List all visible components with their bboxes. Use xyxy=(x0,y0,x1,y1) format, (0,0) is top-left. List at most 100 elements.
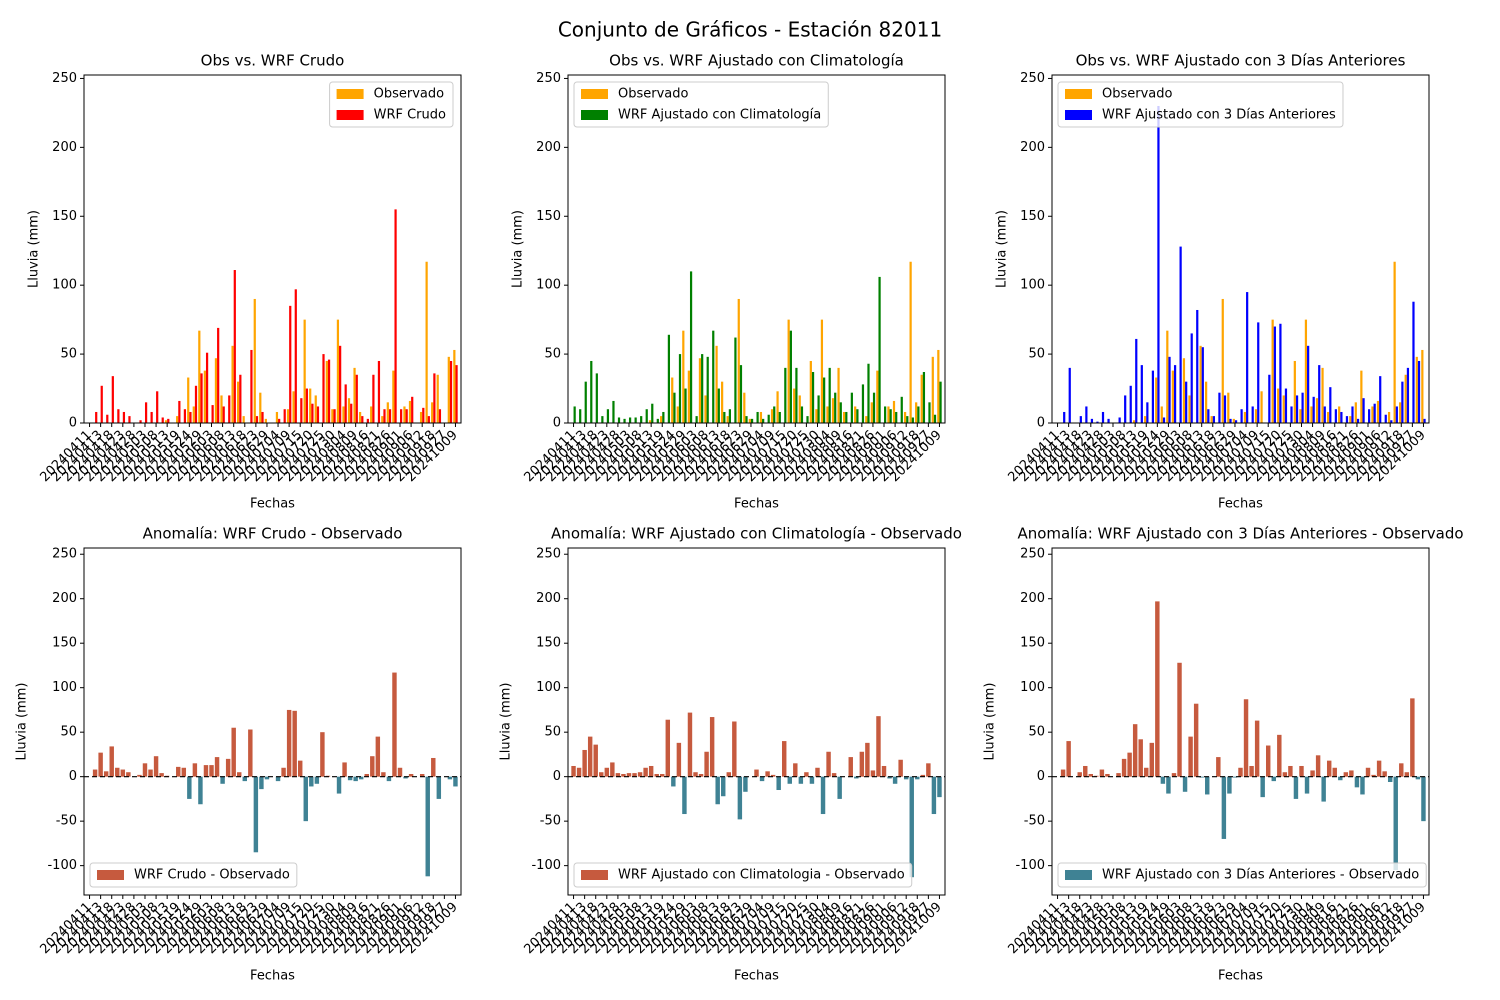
subplot: Anomalía: WRF Crudo - Observado -100 -50 0 5… xyxy=(15,525,462,984)
bar xyxy=(915,402,918,423)
bar xyxy=(342,762,347,777)
bar xyxy=(1384,414,1387,423)
legend-box xyxy=(1057,862,1427,888)
legend-label: Observado xyxy=(618,87,689,102)
bar xyxy=(198,776,203,805)
bar xyxy=(898,759,903,777)
bar xyxy=(815,767,820,777)
bar xyxy=(579,409,582,423)
bar xyxy=(183,409,187,423)
bar xyxy=(917,406,920,423)
y-axis-label: Lluvia (mm) xyxy=(983,683,998,761)
bar xyxy=(1121,758,1127,777)
bar xyxy=(447,356,450,423)
bar xyxy=(1216,757,1221,777)
bar xyxy=(1284,388,1288,423)
legend-label: WRF Ajustado con Climatologia - Observad… xyxy=(618,868,905,883)
bar xyxy=(275,411,279,423)
bar xyxy=(411,396,414,423)
bar xyxy=(689,271,693,423)
bar xyxy=(712,330,715,423)
bar xyxy=(1371,406,1374,423)
bar xyxy=(762,418,765,423)
bar xyxy=(292,710,297,777)
bar xyxy=(1166,330,1169,423)
bar xyxy=(381,772,386,777)
bar xyxy=(787,776,792,784)
y-tick-label: 250 xyxy=(536,71,561,86)
y-tick-label: 50 xyxy=(544,347,561,362)
bar xyxy=(1221,298,1224,423)
bar xyxy=(289,305,292,423)
bar xyxy=(176,416,179,423)
bar xyxy=(1282,772,1288,777)
bar xyxy=(684,388,687,423)
y-tick-label: 0 xyxy=(69,769,77,784)
bar xyxy=(264,776,270,780)
bar xyxy=(1060,769,1066,777)
bar xyxy=(1238,767,1243,777)
bar xyxy=(403,776,408,779)
bar xyxy=(1088,773,1094,777)
bar xyxy=(1188,736,1193,777)
bar xyxy=(1393,776,1398,871)
bar xyxy=(214,358,218,423)
bar xyxy=(1168,356,1171,423)
bar xyxy=(834,392,837,423)
bar xyxy=(431,757,436,777)
bar xyxy=(198,330,201,423)
y-tick-label: 200 xyxy=(1020,140,1045,155)
y-tick-label: 250 xyxy=(52,71,77,86)
bar xyxy=(1315,398,1319,423)
bar xyxy=(231,727,236,777)
bar xyxy=(1349,770,1354,777)
bar xyxy=(884,406,887,423)
bar xyxy=(100,385,103,423)
bar xyxy=(1310,406,1313,423)
bar xyxy=(610,762,615,777)
bar xyxy=(1368,409,1371,423)
bar xyxy=(1135,338,1138,423)
bar xyxy=(261,411,264,423)
bar xyxy=(1288,765,1293,777)
bar xyxy=(303,776,308,822)
bar xyxy=(1243,411,1247,423)
y-tick-label: 0 xyxy=(553,416,561,431)
bar xyxy=(370,406,373,423)
bar xyxy=(595,373,598,423)
bar xyxy=(1079,416,1082,423)
bar xyxy=(1399,402,1402,423)
bar xyxy=(1246,292,1249,423)
y-tick-label: 200 xyxy=(52,140,77,155)
bar xyxy=(623,418,626,423)
bar xyxy=(793,388,796,423)
x-axis-label: Fechas xyxy=(1218,969,1263,984)
bar xyxy=(1199,345,1202,423)
y-tick-label: 0 xyxy=(1037,416,1045,431)
bar xyxy=(1227,392,1230,423)
bar xyxy=(773,406,776,423)
bar xyxy=(859,751,865,777)
bar xyxy=(928,402,931,423)
bar xyxy=(1356,418,1360,423)
bar xyxy=(931,356,934,423)
bar xyxy=(1299,765,1304,777)
subplot: Obs vs. WRF Ajustado con 3 Días Anterior… xyxy=(995,52,1430,512)
bar xyxy=(651,403,654,423)
bar xyxy=(144,402,148,423)
bar xyxy=(804,772,809,777)
bar xyxy=(248,729,253,777)
bar xyxy=(1290,406,1293,423)
bar xyxy=(283,409,286,423)
y-tick-label: 200 xyxy=(536,591,561,606)
bar xyxy=(1395,406,1398,423)
bar xyxy=(1144,767,1149,777)
legend: Observado WRF Crudo xyxy=(329,81,454,128)
bar xyxy=(1410,698,1415,777)
legend-swatch xyxy=(1065,870,1092,880)
bar xyxy=(872,392,876,423)
bar xyxy=(388,409,392,423)
bar xyxy=(178,400,181,423)
legend-label: Observado xyxy=(374,87,445,102)
